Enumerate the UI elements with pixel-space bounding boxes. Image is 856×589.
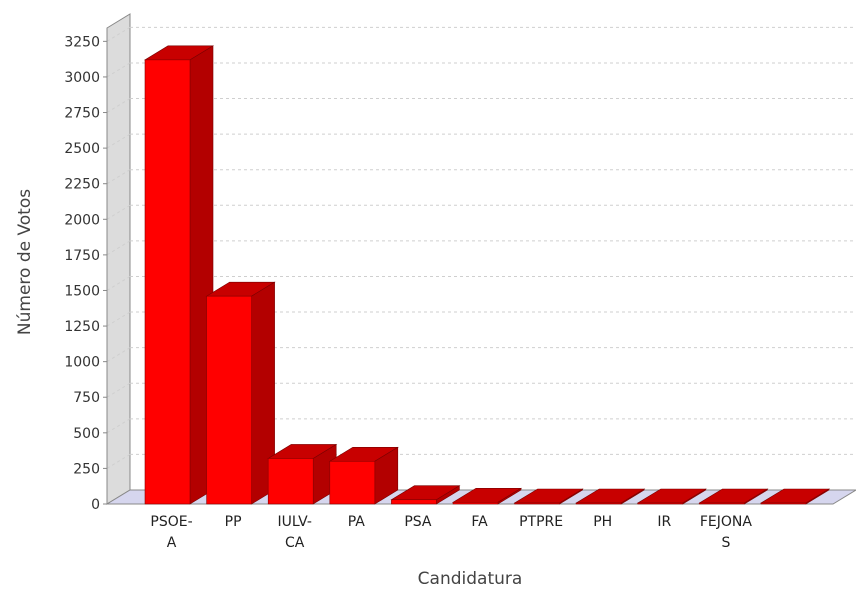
bar-front — [206, 295, 252, 505]
bars — [143, 45, 831, 505]
bar — [759, 488, 831, 505]
x-tick-label: PH — [593, 514, 612, 530]
x-tick-label: PSA — [404, 514, 432, 530]
bar — [575, 488, 646, 505]
y-tick-label: 3000 — [64, 70, 100, 86]
y-tick-label: 1500 — [64, 283, 100, 299]
bar — [143, 45, 215, 505]
gridline-wall — [106, 26, 131, 42]
y-tick-label: 750 — [73, 390, 100, 406]
gridline-wall — [106, 453, 131, 469]
bar-front — [452, 501, 499, 505]
gridline-wall — [106, 240, 131, 256]
bar — [205, 281, 276, 505]
y-tick-label: 500 — [73, 426, 100, 442]
bar-front — [144, 59, 191, 505]
gridline-wall — [106, 311, 131, 327]
gridline-wall — [106, 347, 131, 363]
y-tick-label: 1000 — [64, 355, 100, 371]
y-tick-label: 2250 — [64, 177, 100, 193]
x-tick-label: CA — [285, 535, 305, 551]
y-tick-label: 2000 — [64, 212, 100, 228]
x-tick-label: IULV- — [277, 514, 311, 530]
bar — [328, 446, 399, 505]
x-tick-label: A — [167, 535, 177, 551]
bar-front — [760, 502, 807, 505]
bar-front — [267, 458, 314, 505]
y-tick-label: 2500 — [64, 141, 100, 157]
x-tick-label: PTPRE — [519, 514, 563, 530]
y-tick-label: 1250 — [64, 319, 100, 335]
x-tick-label: FEJONA — [700, 514, 753, 530]
bar-front — [329, 460, 376, 505]
x-axis-title: Candidatura — [418, 569, 523, 589]
gridline-wall — [106, 418, 131, 434]
y-axis-ticks: 0 250 500 750 1000 1250 1500 1750 2000 2250 2500 27… — [64, 28, 108, 513]
x-axis-labels: PSOE- A PP IULV- CA PA PSA FA PTPRE PH IR FEJONA S — [150, 514, 752, 551]
x-tick-label: IR — [657, 514, 671, 530]
y-tick-label: 3250 — [64, 34, 100, 50]
bar-front — [514, 502, 560, 505]
y-tick-label: 1750 — [64, 248, 100, 264]
gridline-wall — [106, 62, 131, 78]
x-tick-label: FA — [471, 514, 488, 530]
bar — [698, 488, 769, 505]
gridline-wall — [106, 204, 131, 220]
gridline-wall — [106, 382, 131, 398]
x-tick-label: PSOE- — [150, 514, 192, 530]
y-tick-label: 0 — [91, 497, 100, 513]
x-tick-label: PP — [225, 514, 242, 530]
x-tick-label: S — [721, 535, 730, 551]
y-tick-label: 250 — [73, 461, 100, 477]
bar — [267, 443, 338, 505]
y-axis-title: Número de Votos — [15, 189, 35, 335]
bar-front — [699, 502, 745, 505]
bar — [451, 487, 523, 505]
bar — [636, 488, 707, 505]
bar — [390, 485, 461, 505]
gridline-wall — [106, 169, 131, 185]
x-tick-label: PA — [348, 514, 366, 530]
left-wall — [106, 13, 131, 505]
bar-front — [391, 499, 437, 505]
bar-front — [637, 502, 684, 505]
y-tick-label: 2750 — [64, 106, 100, 122]
gridline-wall — [106, 133, 131, 149]
gridline-wall — [106, 98, 131, 113]
bar-front — [575, 502, 622, 505]
gridline-wall — [106, 276, 131, 291]
bar — [513, 488, 584, 505]
